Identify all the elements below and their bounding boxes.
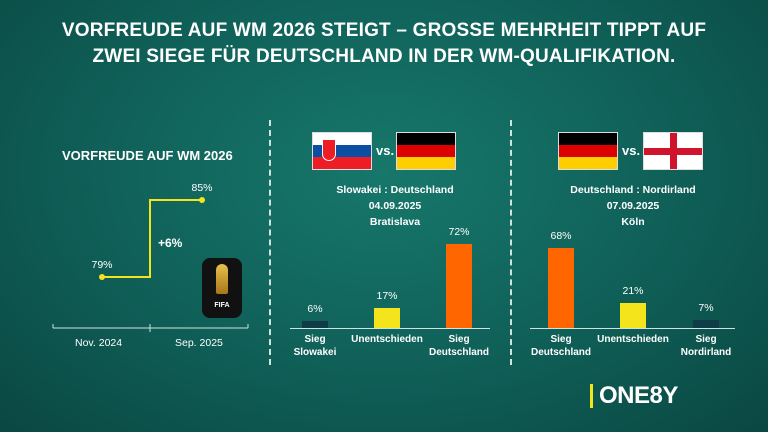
match-teams: Slowakei : Deutschland bbox=[336, 184, 454, 196]
value-nov-2024: 79% bbox=[91, 259, 113, 271]
match-venue: Bratislava bbox=[369, 216, 421, 228]
bar-label: Unentschieden bbox=[597, 334, 669, 345]
flag-germany-icon bbox=[558, 132, 618, 170]
title-line-1: VORFREUDE AUF WM 2026 STEIGT – GROSSE ME… bbox=[61, 20, 707, 41]
vorfreude-line-chart bbox=[52, 197, 249, 332]
title-line-2: ZWEI SIEGE FÜR DEUTSCHLAND IN DER WM-QUA… bbox=[92, 46, 676, 67]
bar-value: 6% bbox=[307, 302, 323, 315]
vs-label: vs. bbox=[622, 143, 641, 158]
vorfreude-heading: VORFREUDE AUF WM 2026 bbox=[62, 148, 233, 163]
match-date: 07.09.2025 bbox=[606, 200, 660, 212]
match2-info: Deutschland : Nordirland 07.09.2025 Köln bbox=[533, 182, 733, 230]
bar bbox=[446, 243, 472, 328]
divider bbox=[269, 120, 271, 365]
bar-value: 21% bbox=[622, 285, 644, 298]
divider bbox=[510, 120, 512, 365]
bar-value: 17% bbox=[376, 290, 398, 303]
bar-label: Sieg Nordirland bbox=[680, 334, 732, 358]
trophy-icon bbox=[216, 264, 228, 294]
bar-value: 72% bbox=[448, 225, 470, 238]
brand-logo: ONE8Y bbox=[590, 382, 678, 409]
baseline bbox=[290, 328, 490, 329]
match-date: 04.09.2025 bbox=[368, 200, 422, 212]
bar-label: Sieg Deutschland bbox=[428, 334, 489, 358]
bar-label: Unentschieden bbox=[351, 334, 423, 345]
match1-info: Slowakei : Deutschland 04.09.2025 Bratis… bbox=[295, 182, 495, 230]
data-point-nov-2024 bbox=[99, 274, 105, 280]
bar-label: Sieg Slowakei bbox=[293, 334, 337, 358]
brand-name: ONE8Y bbox=[599, 382, 678, 409]
trend-line bbox=[102, 199, 202, 278]
x-label-nov-2024: Nov. 2024 bbox=[75, 337, 123, 349]
vs-label: vs. bbox=[376, 143, 395, 158]
bar bbox=[302, 320, 328, 328]
change-label: +6% bbox=[158, 236, 183, 250]
data-point-sep-2025 bbox=[199, 197, 205, 203]
fifa-wm-2026-logo: FIFA bbox=[202, 258, 242, 318]
flag-germany-icon bbox=[396, 132, 456, 170]
bar-value: 7% bbox=[698, 301, 714, 314]
flag-northern-ireland-icon bbox=[643, 132, 703, 170]
value-sep-2025: 85% bbox=[191, 182, 213, 194]
match-venue: Köln bbox=[621, 216, 645, 228]
flag-slovakia-icon bbox=[312, 132, 372, 170]
bar bbox=[374, 308, 400, 328]
page-title: VORFREUDE AUF WM 2026 STEIGT – GROSSE ME… bbox=[0, 18, 768, 70]
x-label-sep-2025: Sep. 2025 bbox=[175, 337, 223, 349]
bar bbox=[548, 248, 574, 328]
bar-label: Sieg Deutschland bbox=[530, 334, 591, 358]
baseline bbox=[530, 328, 735, 329]
bar bbox=[693, 319, 719, 328]
bar bbox=[620, 303, 646, 328]
match-teams: Deutschland : Nordirland bbox=[570, 184, 696, 196]
bar-value: 68% bbox=[550, 230, 572, 243]
